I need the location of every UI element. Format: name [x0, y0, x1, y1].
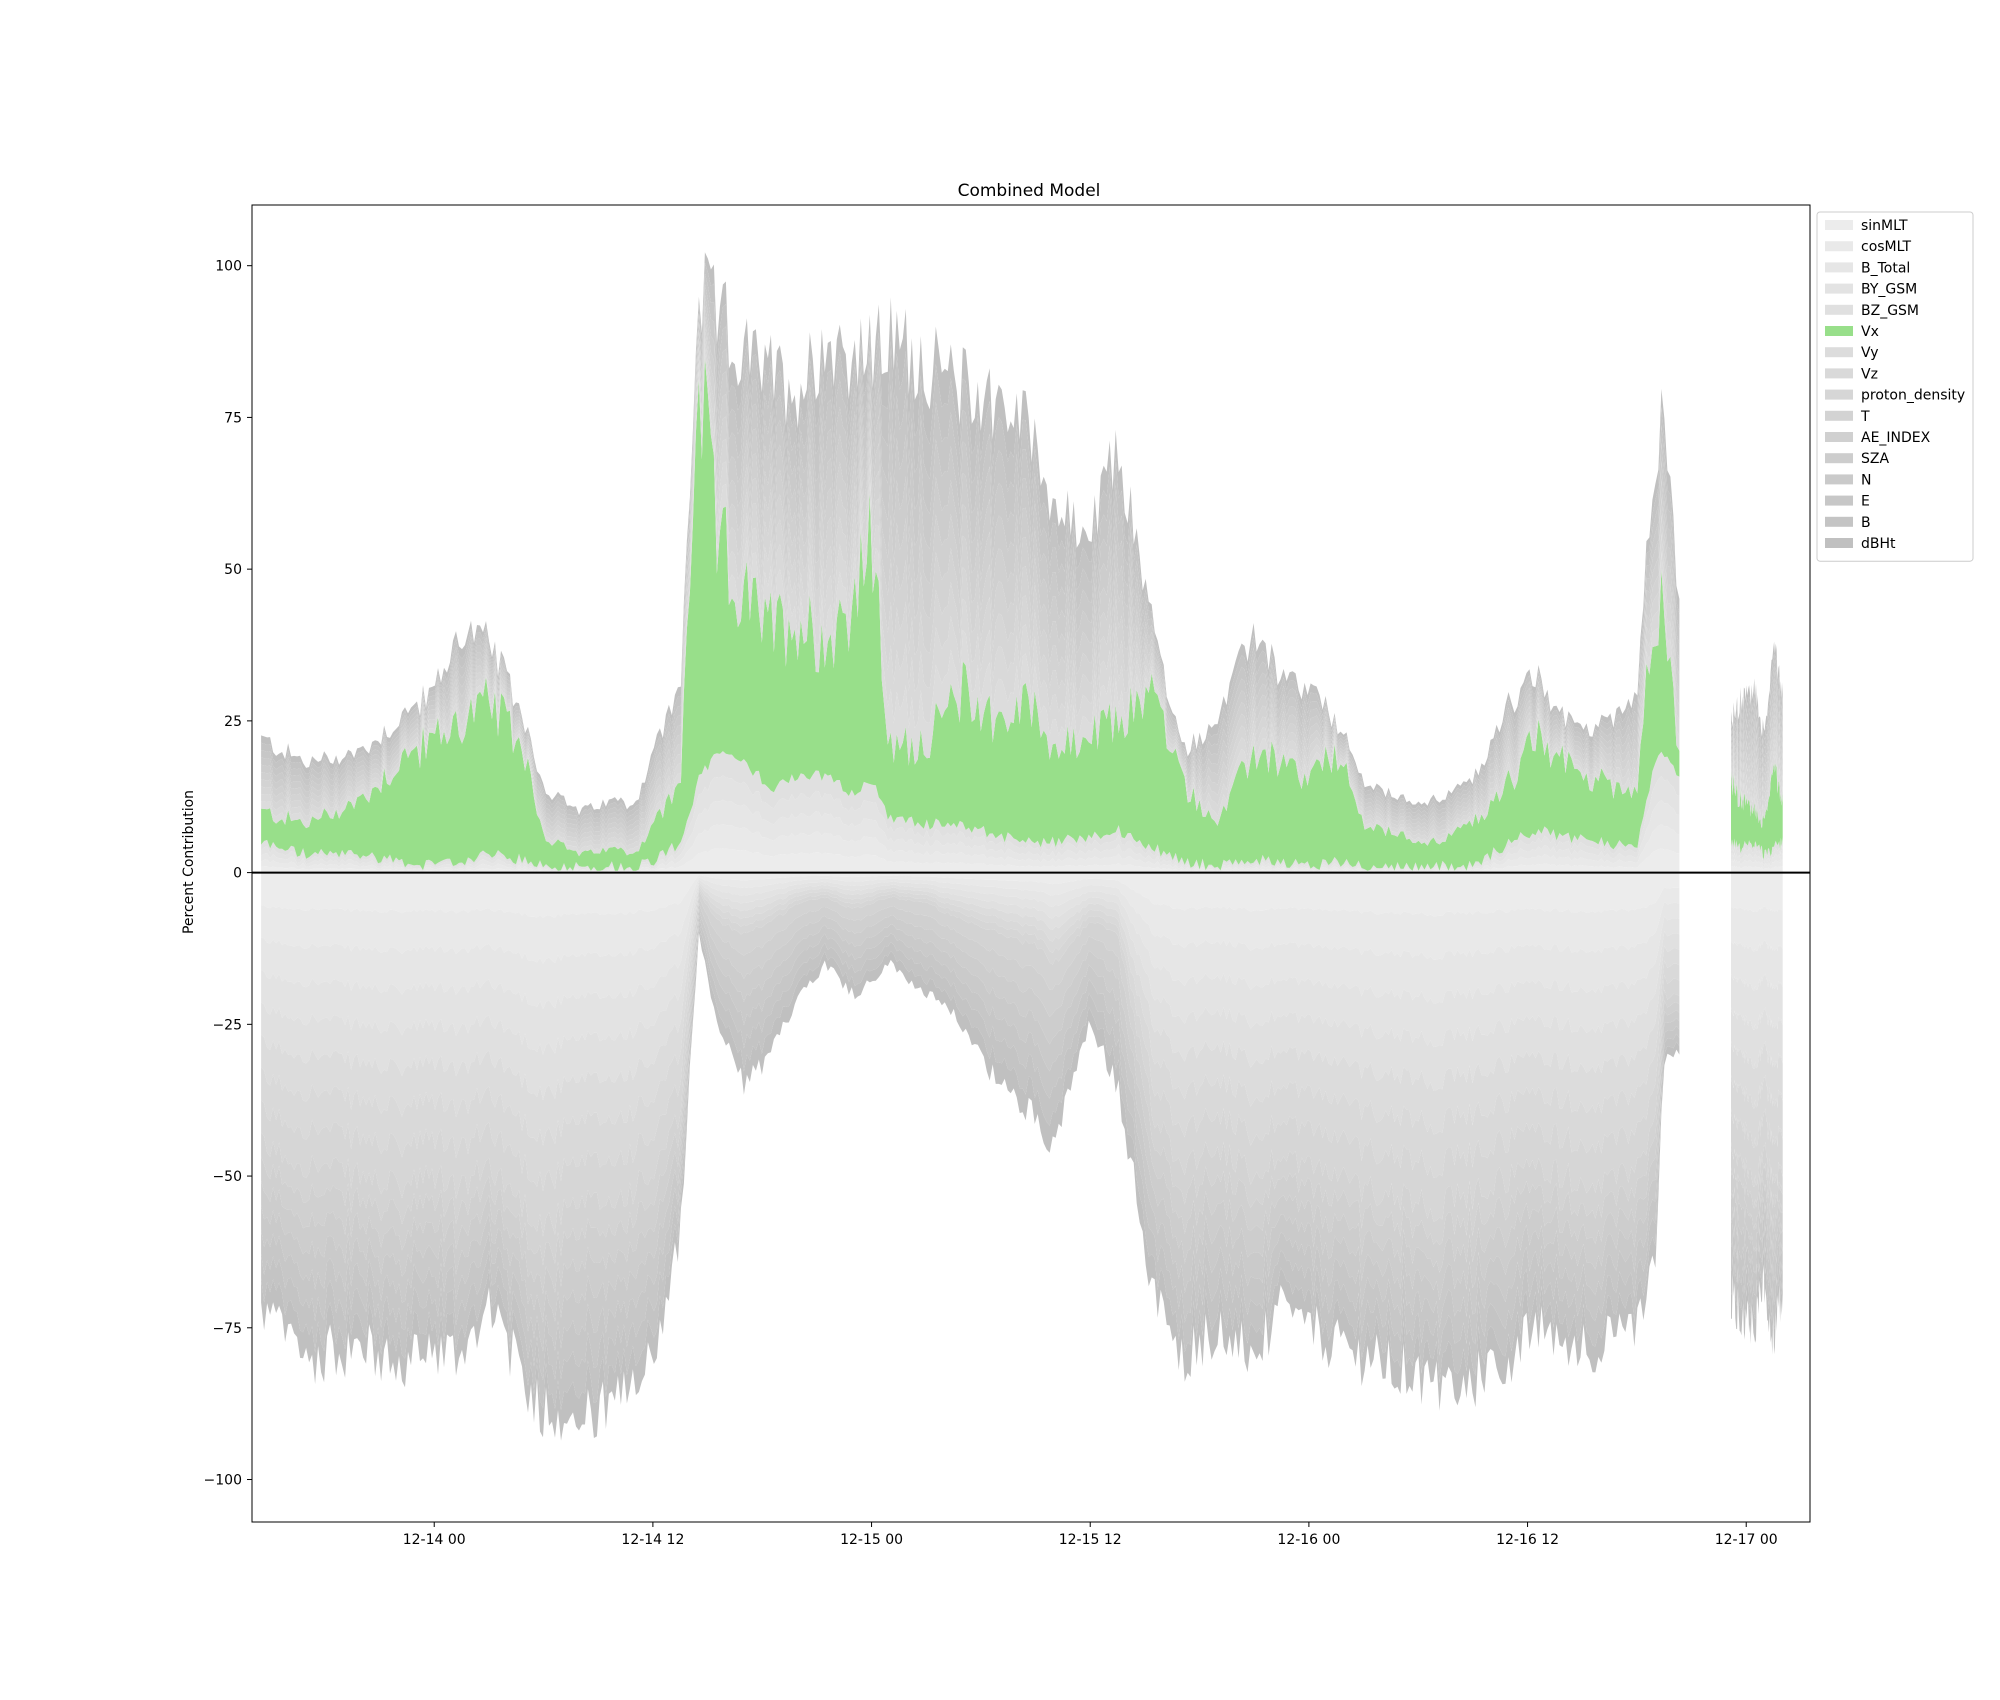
legend-label: B — [1861, 515, 1871, 531]
legend-swatch — [1825, 241, 1853, 252]
y-tick-label: −50 — [212, 1169, 242, 1185]
area-by-gsm-neg-seg0 — [261, 879, 1680, 1055]
area-b-neg-seg0 — [261, 920, 1680, 1410]
area-vx-pos-seg0 — [261, 357, 1680, 871]
area-vz-neg-seg1 — [1731, 1074, 1783, 1148]
legend-swatch — [1825, 283, 1853, 294]
y-tick-label: 75 — [224, 410, 242, 426]
legend-swatch — [1825, 389, 1853, 400]
y-tick-label: −25 — [212, 1017, 242, 1033]
area-bz-gsm-neg-seg1 — [1731, 1007, 1783, 1069]
area-vy-neg-seg1 — [1731, 1040, 1783, 1109]
area-ae-index-neg-seg1 — [1731, 1162, 1783, 1234]
area-by-gsm-neg-seg1 — [1731, 973, 1783, 1030]
legend-label: dBHt — [1861, 536, 1896, 552]
legend-label: Vx — [1861, 324, 1879, 340]
area-vy-neg-seg0 — [261, 884, 1680, 1146]
area-bz-gsm-neg-seg0 — [261, 881, 1680, 1101]
plot-area — [261, 252, 1783, 1441]
area-b-total-neg-seg0 — [261, 877, 1680, 1010]
legend-swatch — [1825, 495, 1853, 506]
y-tick-label: 0 — [233, 866, 242, 882]
legend-swatch — [1825, 262, 1853, 273]
area-vx-pos-seg1 — [1731, 762, 1783, 860]
area-e-neg-seg1 — [1731, 1213, 1783, 1306]
area-proton-density-neg-seg0 — [261, 888, 1680, 1237]
area-t-neg-seg1 — [1731, 1141, 1783, 1209]
area-cosmlt-pos-seg1 — [1731, 858, 1783, 870]
area-cosmlt-neg-seg0 — [261, 874, 1680, 964]
legend-label: SZA — [1861, 451, 1889, 467]
legend-swatch — [1825, 304, 1853, 315]
area-b-total-neg-seg1 — [1731, 939, 1783, 991]
legend-label: sinMLT — [1861, 218, 1908, 234]
y-axis-label: Percent Contribution — [181, 790, 197, 934]
area-proton-density-neg-seg1 — [1731, 1108, 1783, 1187]
legend-label: Vy — [1861, 345, 1879, 361]
legend-label: AE_INDEX — [1861, 430, 1931, 446]
area-cosmlt-neg-seg1 — [1731, 906, 1783, 952]
x-tick-label: 12-14 00 — [403, 1532, 466, 1548]
area-sinmlt-neg-seg0 — [261, 872, 1680, 919]
area-vz-pos-seg1 — [1731, 738, 1783, 820]
legend-label: cosMLT — [1861, 239, 1912, 255]
area-t-pos-seg1 — [1731, 714, 1783, 801]
x-tick-label: 12-15 00 — [840, 1532, 903, 1548]
legend-label: N — [1861, 472, 1871, 488]
legend-swatch — [1825, 538, 1853, 548]
area-b-neg-seg1 — [1731, 1230, 1783, 1331]
x-tick-label: 12-16 00 — [1277, 1532, 1340, 1548]
area-bz-gsm-pos-seg1 — [1731, 837, 1783, 862]
area-vy-pos-seg1 — [1731, 750, 1783, 829]
legend-swatch — [1825, 220, 1853, 230]
legend-swatch — [1825, 453, 1853, 464]
legend-swatch — [1825, 347, 1853, 358]
area-cosmlt-pos-seg0 — [261, 824, 1680, 873]
area-sinmlt-pos-seg1 — [1731, 865, 1783, 873]
area-by-gsm-pos-seg1 — [1731, 844, 1783, 865]
area-n-neg-seg1 — [1731, 1196, 1783, 1282]
area-t-neg-seg0 — [261, 891, 1680, 1266]
legend-label: proton_density — [1861, 388, 1965, 404]
legend-label: BY_GSM — [1861, 282, 1917, 298]
axes: −100 −75 −50 −25 0 25 50 75 100 12-14 00 12-14 12 1… — [204, 204, 1811, 1548]
area-ae-index-pos-seg0 — [261, 305, 1680, 840]
area-dbht-neg-seg0 — [261, 926, 1680, 1441]
area-sinmlt-neg-seg1 — [1731, 872, 1783, 912]
legend-label: T — [1860, 409, 1870, 425]
y-tick-label: 50 — [224, 562, 242, 578]
area-ae-index-neg-seg0 — [261, 896, 1680, 1295]
y-tick-label: −75 — [212, 1321, 242, 1337]
legend-label: E — [1861, 494, 1870, 510]
area-proton-density-pos-seg1 — [1731, 726, 1783, 810]
y-tick-label: 25 — [224, 714, 242, 730]
area-vz-neg-seg0 — [261, 886, 1680, 1192]
chart-title: Combined Model — [958, 181, 1101, 201]
x-tick-label: 12-16 12 — [1496, 1532, 1559, 1548]
plot-frame — [251, 204, 1811, 1523]
x-tick-label: 12-15 12 — [1059, 1532, 1122, 1548]
legend: sinMLT cosMLT B_Total BY_GSM BZ_GSM Vx Vy Vz pro… — [1816, 211, 1974, 562]
series-group — [261, 252, 1783, 1441]
legend-swatch — [1825, 326, 1853, 336]
x-tick-label: 12-14 12 — [621, 1532, 684, 1548]
x-tick-label: 12-17 00 — [1715, 1532, 1778, 1548]
legend-swatch — [1825, 368, 1853, 379]
legend-label: BZ_GSM — [1861, 303, 1919, 319]
legend-swatch — [1825, 410, 1853, 421]
legend-box — [1816, 211, 1974, 562]
legend-swatch — [1825, 432, 1853, 442]
y-tick-label: 100 — [215, 259, 242, 275]
y-tick-label: −100 — [204, 1473, 242, 1489]
area-dbht-neg-seg1 — [1731, 1247, 1783, 1355]
legend-label: Vz — [1861, 366, 1878, 382]
legend-swatch — [1825, 516, 1853, 527]
area-sza-neg-seg1 — [1731, 1179, 1783, 1258]
area-sinmlt-pos-seg0 — [261, 848, 1680, 873]
legend-swatch — [1825, 474, 1853, 485]
area-b-total-pos-seg1 — [1731, 851, 1783, 868]
legend-label: B_Total — [1861, 260, 1910, 276]
